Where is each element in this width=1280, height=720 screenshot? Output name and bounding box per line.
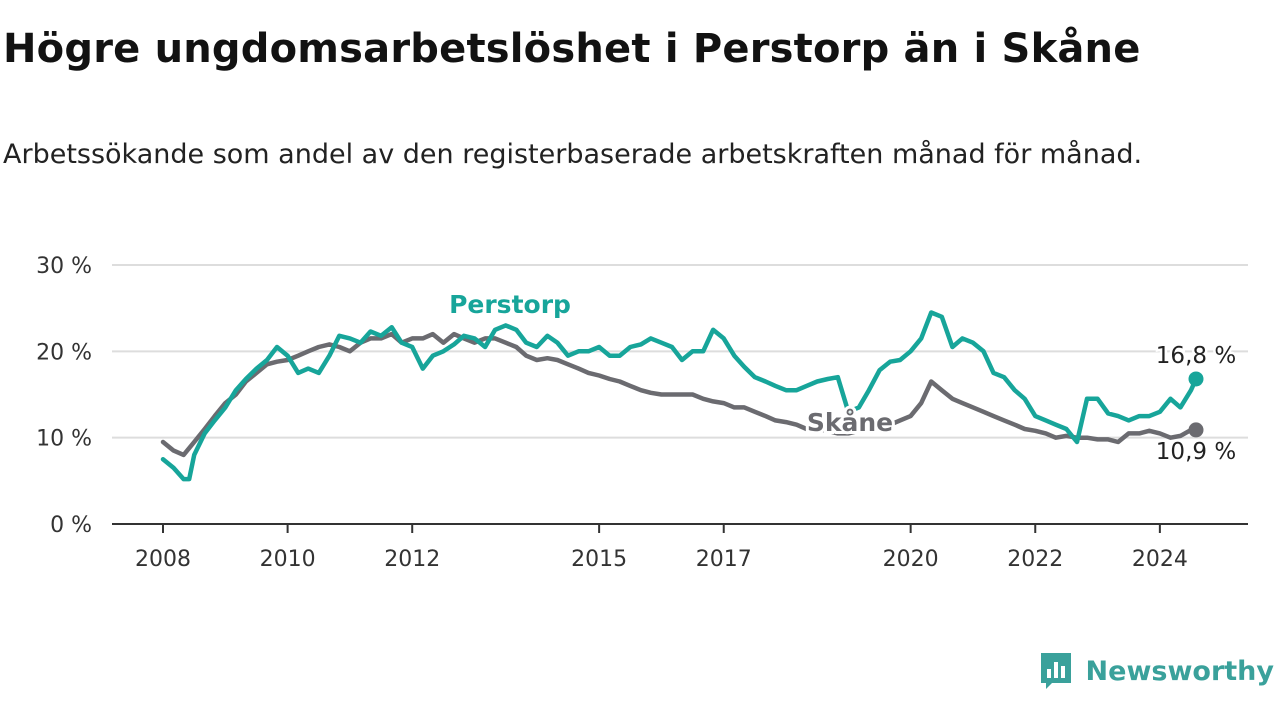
end-label-perstorp: 16,8 %	[1156, 343, 1236, 369]
y-tick-label: 30 %	[36, 254, 92, 279]
x-tick-label: 2022	[1007, 547, 1063, 572]
x-tick-labels: 2008 2010 2012 2015 2017 2020 2022 2024	[135, 547, 1188, 572]
y-tick-label: 20 %	[36, 340, 92, 365]
series-labels: Perstorp 16,8 % Skåne 10,9 %	[446, 287, 1239, 468]
end-label-skane: 10,9 %	[1156, 439, 1236, 465]
x-tick-label: 2010	[260, 547, 316, 572]
brand: Newsworthy	[1038, 650, 1274, 692]
x-tick-label: 2017	[696, 547, 752, 572]
x-tick-label: 2020	[883, 547, 939, 572]
x-tick-label: 2008	[135, 547, 191, 572]
end-point-skane	[1188, 422, 1204, 438]
y-tick-label: 0 %	[50, 513, 92, 538]
y-tick-labels: 0 % 10 % 20 % 30 %	[36, 254, 92, 538]
y-tick-label: 10 %	[36, 427, 92, 452]
end-point-perstorp	[1188, 371, 1204, 387]
x-tick-label: 2024	[1132, 547, 1188, 572]
series-lines	[160, 310, 1204, 482]
x-tick-label: 2012	[384, 547, 440, 572]
series-label-skane: Skåne	[807, 408, 893, 437]
brand-name: Newsworthy	[1085, 655, 1274, 687]
series-label-perstorp: Perstorp	[449, 290, 571, 319]
x-axis	[112, 523, 1248, 533]
series-line-perstorp	[160, 310, 1199, 482]
x-tick-label: 2015	[571, 547, 627, 572]
bar-chart-badge-icon	[1040, 653, 1071, 689]
chart-subtitle: Arbetssökande som andel av den registerb…	[3, 139, 1143, 170]
chart-title: Högre ungdomsarbetslöshet i Perstorp än …	[3, 26, 1141, 72]
line-chart: 0 % 10 % 20 % 30 % 2008 2010 2012 2015 2017 2020…	[36, 254, 1248, 572]
